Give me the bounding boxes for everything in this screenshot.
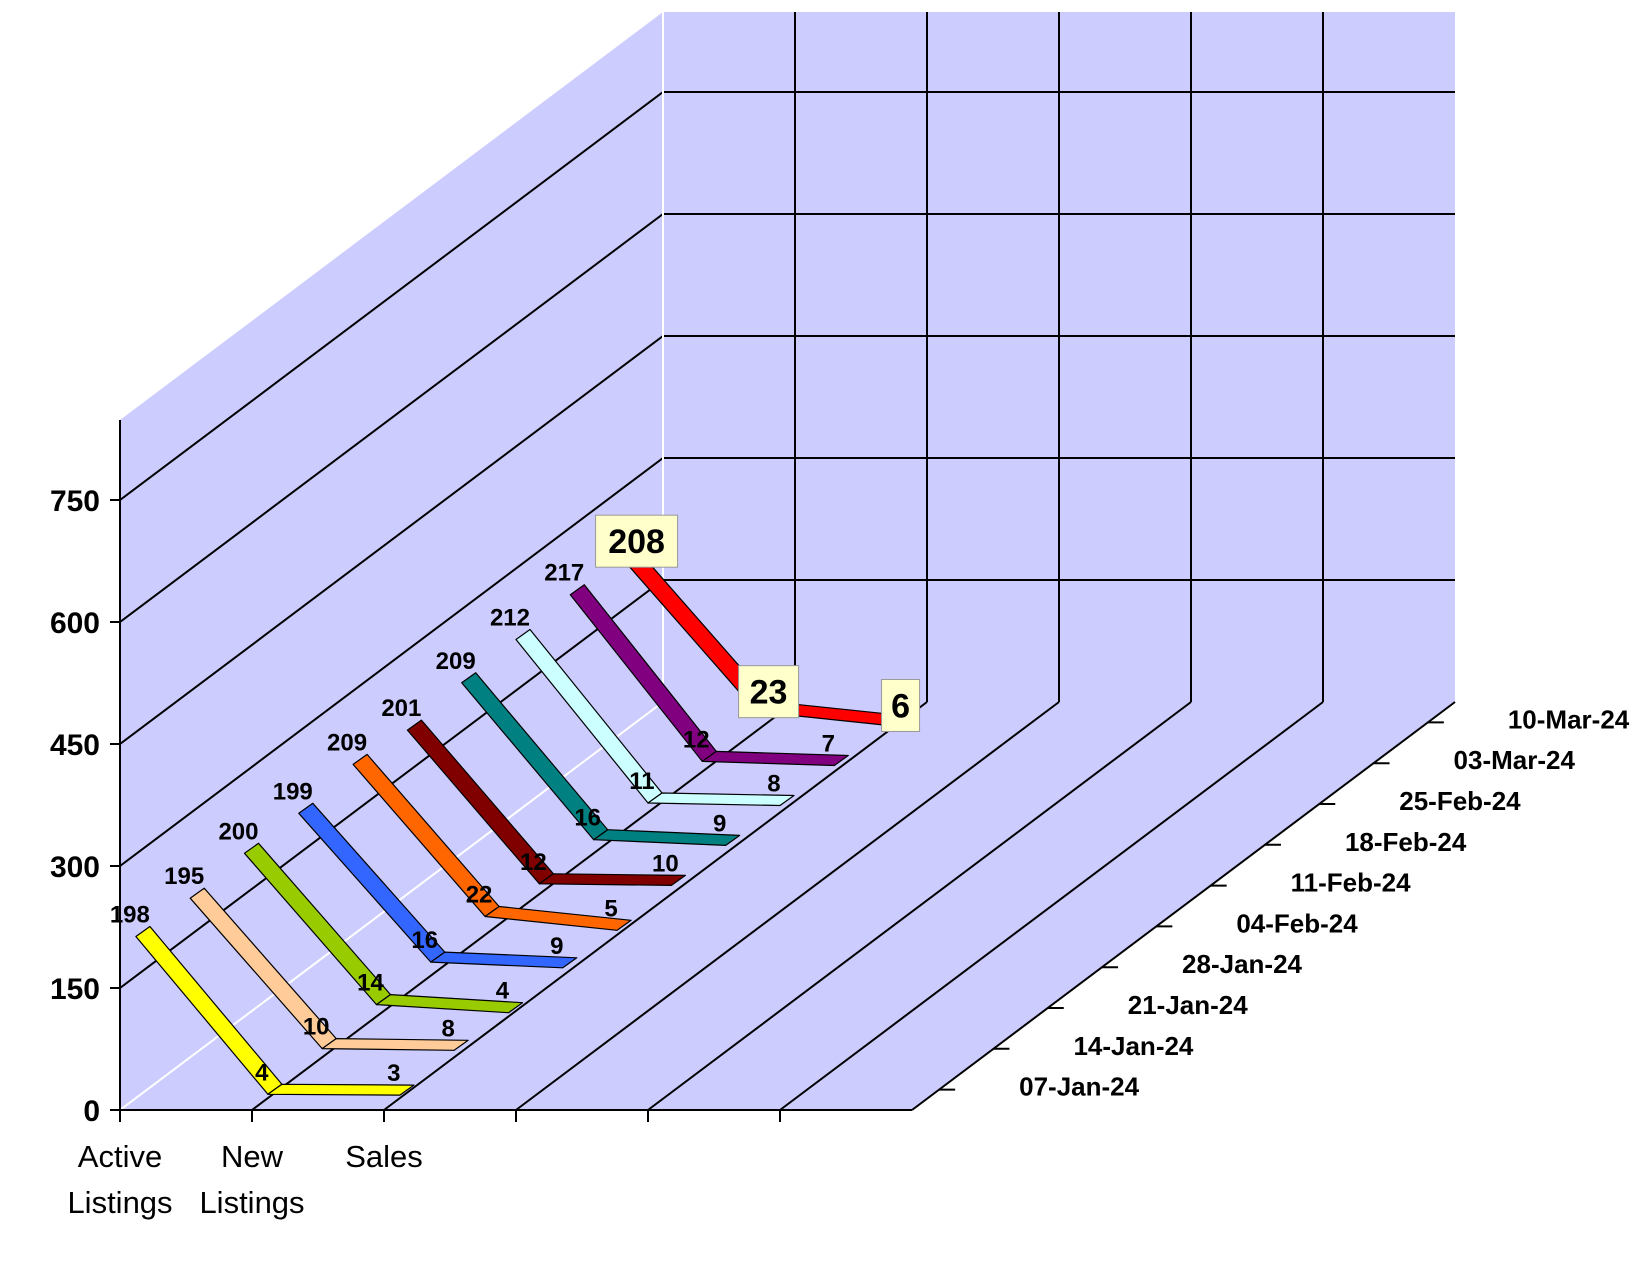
series-ribbon-segment xyxy=(375,993,524,1014)
data-label: 12 xyxy=(520,849,547,876)
data-label: 199 xyxy=(273,778,313,805)
depth-axis-line xyxy=(911,701,1456,1111)
data-label: 209 xyxy=(436,648,476,675)
y-tick-label: 150 xyxy=(50,973,100,1006)
data-label: 10 xyxy=(652,850,679,877)
chart-labels: 0 150 300 450 600 750 Active Listings New Listing… xyxy=(50,485,1630,1220)
series-label: 14-Jan-24 xyxy=(1073,1031,1193,1061)
data-label: 3 xyxy=(387,1060,400,1087)
series-ribbon-segment xyxy=(593,829,741,847)
data-label: 209 xyxy=(327,729,367,756)
data-label: 23 xyxy=(750,674,788,712)
data-label: 8 xyxy=(441,1015,454,1042)
series-label: 07-Jan-24 xyxy=(1019,1072,1139,1102)
chart-walls xyxy=(120,12,1455,1110)
data-label: 200 xyxy=(218,818,258,845)
series-ribbon-segment xyxy=(430,951,578,969)
category-label: Sales xyxy=(345,1139,423,1174)
data-label: 9 xyxy=(550,933,563,960)
series-label: 25-Feb-24 xyxy=(1399,786,1521,816)
data-label: 12 xyxy=(683,726,710,753)
gridline-floor xyxy=(779,701,1324,1111)
data-label: 201 xyxy=(381,695,421,722)
data-label-box xyxy=(881,678,921,732)
data-label: 212 xyxy=(490,605,530,632)
gridline-floor xyxy=(383,701,928,1111)
series-label: 04-Feb-24 xyxy=(1236,908,1358,938)
data-label-box xyxy=(738,665,800,719)
data-label: 14 xyxy=(357,970,384,997)
data-label: 208 xyxy=(608,523,665,561)
data-label: 16 xyxy=(411,927,438,954)
series-label: 11-Feb-24 xyxy=(1291,868,1411,898)
category-label: Active Listings xyxy=(67,1139,172,1220)
data-label: 198 xyxy=(110,902,150,929)
data-label: 4 xyxy=(255,1059,269,1086)
data-label: 217 xyxy=(544,560,584,587)
series-ribbon-segment xyxy=(321,1037,469,1051)
data-label: 9 xyxy=(713,810,726,837)
series-ribbon-segment xyxy=(484,905,632,931)
y-tick-label: 750 xyxy=(50,485,100,518)
y-tick-label: 0 xyxy=(83,1095,100,1128)
series-ribbon-segment xyxy=(538,873,687,887)
series-label: 21-Jan-24 xyxy=(1128,990,1248,1020)
category-label: New Listings xyxy=(199,1139,304,1220)
chart-series-ribbons xyxy=(135,550,904,1096)
series-label: 28-Jan-24 xyxy=(1182,949,1302,979)
data-label: 16 xyxy=(574,805,601,832)
series-label: 10-Mar-24 xyxy=(1508,704,1630,734)
data-label: 5 xyxy=(604,895,617,922)
data-label: 10 xyxy=(303,1014,330,1041)
gridline-floor xyxy=(647,701,1192,1111)
data-label: 195 xyxy=(164,863,204,890)
data-label: 6 xyxy=(891,687,910,725)
data-label: 11 xyxy=(629,768,654,795)
chart-axes xyxy=(110,420,1456,1122)
data-label: 8 xyxy=(767,770,780,797)
series-ribbon-segment xyxy=(267,1083,415,1096)
series-label: 03-Mar-24 xyxy=(1454,745,1576,775)
y-tick-label: 450 xyxy=(50,729,100,762)
data-label: 22 xyxy=(466,881,493,908)
series-label: 18-Feb-24 xyxy=(1345,827,1467,857)
data-label: 4 xyxy=(496,978,510,1005)
side-wall xyxy=(120,12,663,1110)
data-label-box xyxy=(595,514,679,568)
data-label: 7 xyxy=(822,730,835,757)
series-ribbon-segment xyxy=(701,750,849,767)
y-tick-label: 300 xyxy=(50,851,100,884)
y-tick-label: 600 xyxy=(50,607,100,640)
series-ribbon-segment xyxy=(647,792,795,807)
gridline-floor xyxy=(515,701,1060,1111)
